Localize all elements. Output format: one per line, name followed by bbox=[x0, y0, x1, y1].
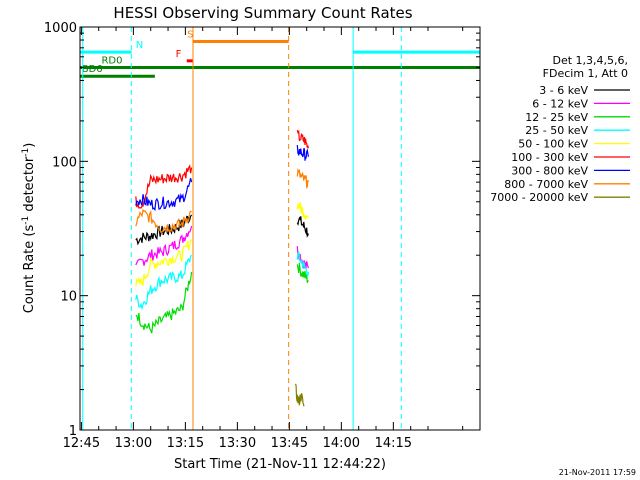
x-axis: 12:45 13:00 13:15 13:30 13:45 14:00 14:15 bbox=[63, 27, 481, 451]
series-800-7000-kev-seg0 bbox=[135, 208, 192, 233]
series-300-800-kev-seg1 bbox=[296, 144, 309, 161]
flag-label-rd0: RD0 bbox=[101, 55, 122, 66]
y-axis-label: Count Rate (s-1 detector-1) bbox=[21, 143, 37, 314]
legend-header-1: FDecim 1, Att 0 bbox=[543, 67, 628, 80]
x-tick-label: 13:30 bbox=[219, 436, 256, 451]
legend-label-300-800-kev: 300 - 800 keV bbox=[511, 164, 588, 177]
y-tick-label: 1000 bbox=[44, 21, 77, 36]
x-tick-label: 12:45 bbox=[63, 436, 100, 451]
series-800-7000-kev-seg1 bbox=[296, 167, 309, 189]
flag-label-bd6: BD6 bbox=[82, 64, 103, 75]
series-50-100-kev-seg0 bbox=[135, 239, 192, 287]
y-label-main: Count Rate (s bbox=[22, 225, 37, 314]
flag-label-f: F bbox=[176, 49, 182, 60]
x-tick-label: 14:00 bbox=[323, 436, 360, 451]
series-3-6-kev-seg1 bbox=[296, 216, 309, 238]
legend-label-12-25-kev: 12 - 25 keV bbox=[525, 111, 588, 124]
series-300-800-kev-seg0 bbox=[135, 178, 193, 212]
series-100-300-kev-seg1 bbox=[296, 129, 309, 149]
series-25-50-kev-seg0 bbox=[135, 254, 193, 311]
legend-label-6-12-kev: 6 - 12 keV bbox=[532, 97, 588, 110]
x-tick-label: 13:00 bbox=[115, 436, 152, 451]
series-50-100-kev-seg1 bbox=[296, 202, 309, 220]
y-tick-label: 10 bbox=[60, 290, 77, 305]
y-label-mid: detector bbox=[22, 156, 37, 216]
series-6-12-kev-seg0 bbox=[135, 225, 193, 266]
legend-label-7000-20000-kev: 7000 - 20000 keV bbox=[490, 191, 588, 204]
x-axis-label: Start Time (21-Nov-11 12:44:22) bbox=[174, 457, 386, 472]
event-lines bbox=[82, 27, 402, 430]
legend-label-50-100-kev: 50 - 100 keV bbox=[518, 138, 588, 151]
y-label-sup1: -1 bbox=[21, 216, 31, 225]
legend-label-800-7000-kev: 800 - 7000 keV bbox=[504, 178, 588, 191]
legend: Det 1,3,4,5,6,FDecim 1, Att 0 3 - 6 keV6 … bbox=[490, 54, 630, 204]
flag-label-n: N bbox=[136, 40, 143, 51]
chart-title: HESSI Observing Summary Count Rates bbox=[113, 4, 412, 22]
footer-timestamp: 21-Nov-2011 17:59 bbox=[559, 468, 636, 477]
series-25-50-kev-seg1 bbox=[296, 251, 309, 277]
legend-label-3-6-kev: 3 - 6 keV bbox=[539, 84, 588, 97]
series-7000-20000-kev-seg0 bbox=[295, 383, 305, 407]
x-tick-label: 13:15 bbox=[167, 436, 204, 451]
x-tick-label: 13:45 bbox=[271, 436, 308, 451]
series-lines bbox=[135, 129, 309, 407]
y-label-sup2: -1 bbox=[21, 148, 31, 157]
y-tick-label: 100 bbox=[52, 155, 77, 170]
legend-label-25-50-kev: 25 - 50 keV bbox=[525, 124, 588, 137]
series-12-25-kev-seg0 bbox=[135, 271, 193, 334]
flag-label-s: S bbox=[187, 29, 193, 40]
y-label-end: ) bbox=[22, 143, 37, 148]
y-tick-label: 1 bbox=[69, 424, 77, 439]
x-tick-label: 14:15 bbox=[375, 436, 412, 451]
legend-label-100-300-kev: 100 - 300 keV bbox=[511, 151, 588, 164]
plot-frame bbox=[79, 26, 481, 431]
series-100-300-kev-seg0 bbox=[135, 164, 193, 209]
y-axis: 1 10 100 1000 bbox=[44, 21, 480, 439]
legend-header-0: Det 1,3,4,5,6, bbox=[552, 54, 628, 67]
